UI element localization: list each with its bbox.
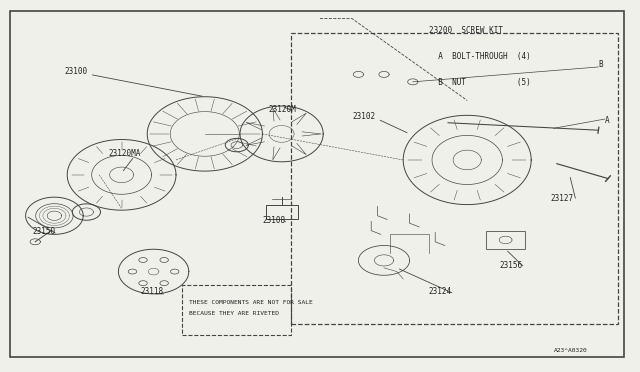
Text: A  BOLT-THROUGH  (4): A BOLT-THROUGH (4) [429,52,531,61]
Text: THESE COMPONENTS ARE NOT FOR SALE: THESE COMPONENTS ARE NOT FOR SALE [189,301,312,305]
Text: 23102: 23102 [352,112,375,121]
Bar [291,33,618,324]
Bar [486,231,525,249]
Bar [266,205,298,219]
Text: A: A [605,116,609,125]
Text: 23124: 23124 [429,287,452,296]
Text: 23120MA: 23120MA [109,149,141,158]
Text: 23108: 23108 [262,216,285,225]
Text: A23^A0320: A23^A0320 [554,347,588,353]
Text: 23120M: 23120M [269,105,296,113]
Text: BECAUSE THEY ARE RIVETED: BECAUSE THEY ARE RIVETED [189,311,279,316]
Text: 23156: 23156 [499,261,522,270]
Text: B  NUT           (5): B NUT (5) [429,78,531,87]
Bar [182,285,291,335]
Text: 23200  SCREW KIT: 23200 SCREW KIT [429,26,503,35]
Text: 23118: 23118 [141,287,164,296]
Text: 23127: 23127 [550,194,573,203]
Text: 23150: 23150 [32,227,55,236]
Text: B: B [598,60,603,69]
Text: 23100: 23100 [64,67,87,76]
